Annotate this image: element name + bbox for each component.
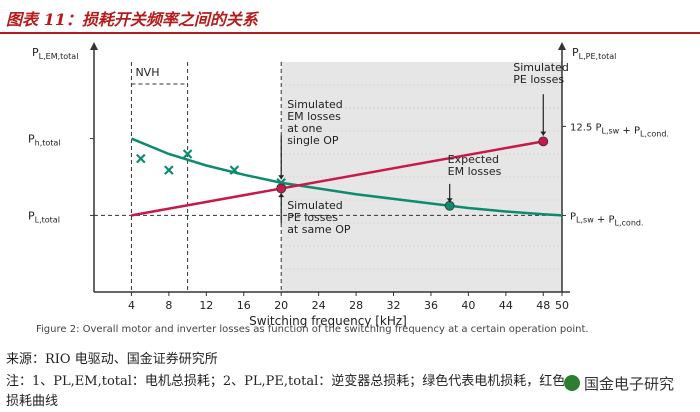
em-loss-line [130,137,563,217]
pe-loss-line [131,140,544,217]
x-tick-label: 50 [555,299,569,312]
x-tick-label: 48 [536,299,550,312]
x-tick-label: 36 [424,299,438,312]
annotation-pe-same-op-arrow-head [278,193,285,198]
chart-container: PL,EM,total PL,PE,total NVH Ph,total PL,tota… [0,36,700,336]
measured-point [229,165,240,175]
annotation-em-expected-arrow-head [446,198,453,203]
loss-frequency-chart: PL,EM,total PL,PE,total NVH Ph,total PL,tota… [28,42,669,335]
x-axis-title: Switching frequency [kHz] [249,314,407,328]
pe-highlight-point [276,183,287,194]
measured-point [164,165,174,175]
measured-point [136,153,146,164]
right-tick-label: 12.5 PL,sw + PL,cond. [570,122,669,138]
wechat-icon [564,375,580,391]
watermark: 国金电子研究 [564,372,694,394]
x-tick-label: 4 [128,299,135,312]
x-tick-label: 20 [274,299,288,312]
x-tick-label: 12 [199,299,213,312]
x-tick-label: 28 [349,299,363,312]
x-tick-label: 44 [499,299,513,312]
pe-highlight-point [538,136,549,147]
figure-title-bar: 图表 11：损耗开关频率之间的关系 [0,0,700,34]
measured-point [182,149,193,159]
annotation-em-sim-arrow-head [278,175,285,180]
right-axis-label: PL,PE,total [572,46,616,61]
note-line-1: 注：1、PL,EM,total：电机总损耗；2、PL,PE,total：逆变器总… [6,374,631,389]
source-text: 来源：RIO 电驱动、国金证券研究所 [6,352,218,367]
note-text: 注：1、PL,EM,total：电机总损耗；2、PL,PE,total：逆变器总… [6,372,696,412]
right-axis-arrow [558,42,566,50]
x-tick-label: 8 [165,299,172,312]
left-tick-label: Ph,total [28,133,61,148]
x-tick-label: 40 [461,299,475,312]
x-tick-label: 32 [387,299,401,312]
left-axis-label: PL,EM,total [32,46,78,61]
em-highlight-point [444,200,455,211]
x-tick-label: 16 [237,299,251,312]
x-tick-label: 24 [312,299,326,312]
note-line-2: 损耗曲线 [6,394,59,409]
figure-caption: Figure 2: Overall motor and inverter los… [36,324,589,335]
left-tick-label: PL,total [28,209,60,224]
nvh-label: NVH [135,66,159,79]
annotation-pe-sim: Simulated PE losses [513,61,569,86]
left-axis-arrow [90,42,98,50]
right-tick-label: PL,sw + PL,cond. [570,211,644,227]
figure-title: 图表 11：损耗开关频率之间的关系 [6,10,258,29]
annotation-em-expected: Expected EM losses [448,153,502,178]
annotation-pe-same-op: Simulated PE losses at same OP [287,199,351,236]
annotation-em-sim: Simulated EM losses at one single OP [287,98,343,147]
annotation-pe-sim-arrow-head [540,131,547,136]
watermark-text: 国金电子研究 [584,374,675,393]
